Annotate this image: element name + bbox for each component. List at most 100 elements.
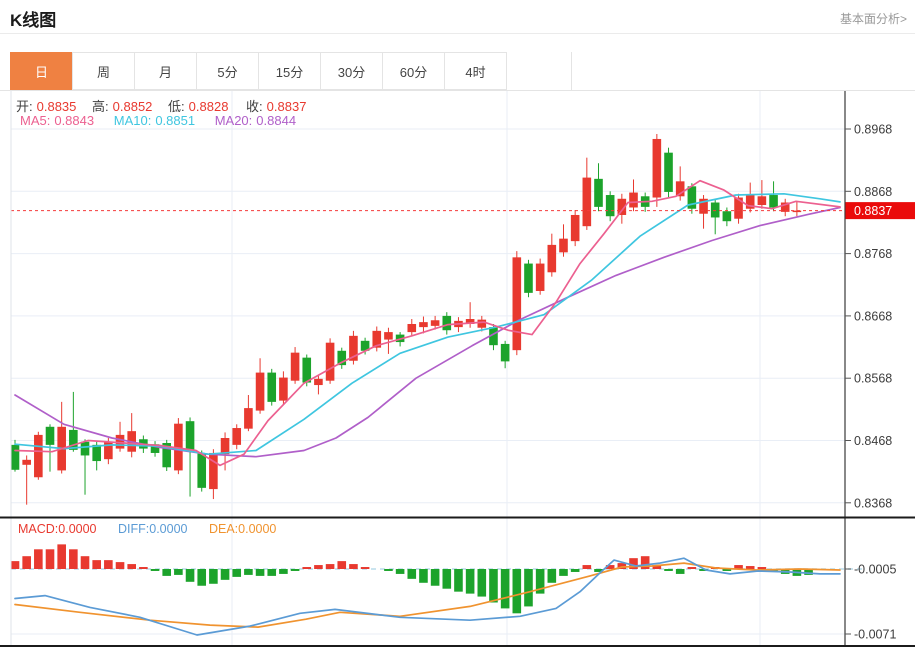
candle-body	[407, 323, 417, 333]
macd-hist-bar	[349, 564, 358, 569]
macd-hist-bar	[804, 569, 813, 575]
price-tick-label: 0.8668	[854, 309, 892, 323]
high-label: 高:	[92, 99, 109, 114]
candle-body	[197, 453, 207, 488]
macd-hist-bar	[10, 561, 20, 569]
candle-body	[337, 350, 347, 366]
candle-body	[757, 196, 767, 206]
macd-hist-bar	[92, 560, 101, 569]
candle-body	[687, 186, 697, 209]
candle-body	[442, 315, 452, 331]
macd-hist-bar	[395, 569, 405, 574]
macd-hist-bar	[722, 569, 732, 571]
candle-body	[699, 198, 708, 214]
dea-line	[14, 562, 841, 628]
candle-body	[675, 181, 685, 197]
macd-hist-bar	[197, 569, 207, 586]
candle-body	[477, 319, 487, 328]
tab-period-4[interactable]: 15分	[258, 52, 321, 90]
macd-hist-bar	[162, 569, 172, 576]
macd-legend: MACD:0.0000 DIFF:0.0000 DEA:0.0000	[18, 522, 280, 536]
macd-hist-bar	[582, 565, 592, 569]
macd-hist-bar	[734, 565, 743, 569]
candle-body	[524, 263, 533, 293]
macd-hist-bar	[699, 569, 708, 571]
macd-hist-bar	[477, 569, 487, 597]
macd-hist-bar	[34, 549, 43, 569]
diff-value: DIFF:0.0000	[118, 522, 188, 536]
high-value: 0.8852	[112, 99, 153, 114]
price-tick-label: 0.8768	[854, 247, 892, 261]
macd-hist-bar	[80, 556, 90, 569]
tab-period-3[interactable]: 5分	[196, 52, 259, 90]
macd-hist-bar	[605, 565, 615, 569]
macd-hist-bar	[267, 569, 277, 576]
macd-hist-bar	[419, 569, 428, 583]
tab-period-5[interactable]: 30分	[320, 52, 383, 90]
candle-body	[372, 330, 382, 348]
candle-body	[617, 198, 627, 215]
macd-hist-bar	[384, 569, 393, 571]
candle-body	[664, 152, 673, 192]
macd-hist-bar	[360, 567, 370, 569]
candle-body	[150, 444, 160, 453]
tab-period-6[interactable]: 60分	[382, 52, 445, 90]
candle-body	[255, 372, 265, 411]
price-tick-label: 0.8468	[854, 434, 892, 448]
candle-body	[652, 138, 662, 198]
candle-body	[582, 177, 592, 227]
tab-period-7[interactable]: 4时	[444, 52, 507, 90]
macd-hist-bar	[640, 556, 650, 569]
candle-body	[244, 408, 253, 429]
macd-hist-bar	[465, 569, 475, 594]
tab-period-1[interactable]: 周	[72, 52, 135, 90]
candle-body	[489, 327, 498, 346]
candle-body	[10, 444, 20, 470]
macd-hist-bar	[687, 567, 697, 569]
macd-hist-bar	[617, 563, 627, 569]
candle-body	[594, 178, 603, 207]
macd-hist-bar	[535, 569, 545, 594]
candle-body	[92, 444, 101, 462]
macd-hist-bar	[559, 569, 568, 576]
macd-hist-bar	[407, 569, 417, 579]
candle-body	[290, 352, 300, 381]
macd-hist-bar	[115, 562, 125, 569]
macd-hist-bar	[244, 569, 253, 575]
candle-body	[419, 322, 428, 328]
macd-hist-bar	[512, 569, 522, 614]
macd-hist-bar	[174, 569, 183, 575]
candle-body	[605, 195, 615, 217]
macd-hist-bar	[104, 560, 113, 569]
tab-period-0[interactable]: 日	[10, 52, 73, 90]
candle-body	[267, 372, 277, 402]
candle-body	[792, 210, 802, 213]
macd-hist-bar	[337, 561, 347, 569]
macd-hist-bar	[57, 544, 66, 569]
macd-hist-bar	[255, 569, 265, 576]
candle-body	[34, 434, 43, 478]
candle-body	[22, 459, 31, 465]
macd-hist-bar	[139, 567, 148, 569]
candle-body	[547, 244, 557, 273]
macd-hist-bar	[279, 569, 288, 574]
candle-body	[360, 340, 370, 351]
ma10-label: MA10:	[113, 113, 152, 128]
macd-hist-bar	[325, 564, 335, 569]
macd-hist-bar	[290, 569, 300, 571]
close-value: 0.8837	[266, 99, 307, 114]
macd-hist-bar	[185, 569, 195, 582]
macd-hist-bar	[629, 558, 638, 569]
close-label: 收:	[246, 99, 263, 114]
macd-tick-label: -0.0005	[854, 563, 896, 577]
ma5-line	[14, 179, 841, 467]
fundamental-analysis-link[interactable]: 基本面分析>	[839, 12, 907, 26]
macd-hist-bar	[664, 569, 673, 571]
ma20-value: 0.8844	[256, 113, 297, 128]
price-tick-label: 0.8368	[854, 496, 892, 510]
macd-hist-bar	[454, 569, 463, 592]
ma5-value: 0.8843	[54, 113, 95, 128]
tab-period-2[interactable]: 月	[134, 52, 197, 90]
candle-body	[512, 257, 522, 351]
